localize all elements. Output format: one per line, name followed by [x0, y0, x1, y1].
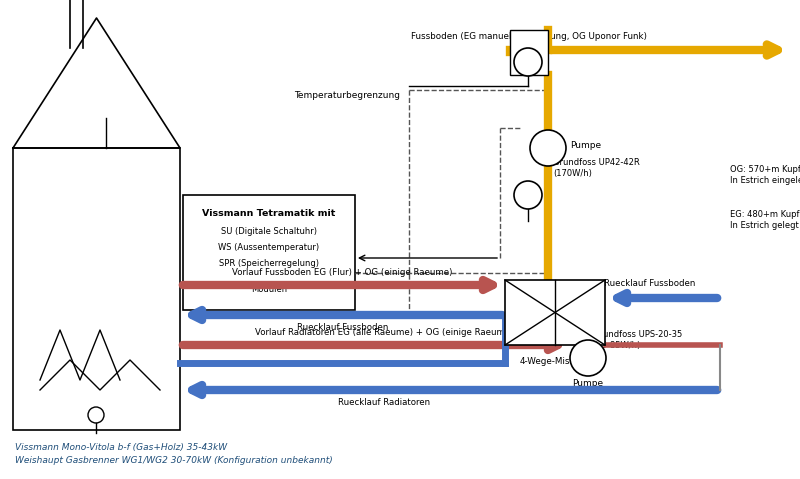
Text: Modulen: Modulen — [251, 285, 287, 294]
Text: Vorlauf Fussboden EG (Flur) + OG (einige Raeume): Vorlauf Fussboden EG (Flur) + OG (einige… — [232, 268, 453, 277]
Bar — [505, 280, 605, 345]
Text: Temperaturbegrenzung: Temperaturbegrenzung — [294, 91, 400, 100]
Circle shape — [514, 48, 542, 76]
Text: Pumpe: Pumpe — [570, 140, 601, 149]
Text: 4-Wege-Mischer: 4-Wege-Mischer — [520, 357, 590, 366]
Bar — [183, 195, 355, 310]
Text: WS (Aussentemperatur): WS (Aussentemperatur) — [218, 243, 319, 252]
Text: Fussboden (EG manuelle Verteilung, OG Uponor Funk): Fussboden (EG manuelle Verteilung, OG Up… — [411, 32, 647, 41]
Text: Ruecklauf Radiatoren: Ruecklauf Radiatoren — [338, 398, 430, 407]
Text: Ruecklauf Fussboden: Ruecklauf Fussboden — [604, 279, 696, 288]
Text: Pumpe: Pumpe — [573, 379, 603, 388]
Bar — [13, 148, 180, 430]
Circle shape — [570, 340, 606, 376]
Text: Ruecklauf Fussboden: Ruecklauf Fussboden — [297, 323, 388, 332]
Circle shape — [530, 130, 566, 166]
Text: Grundfoss UPS-20-35
(35-85W/h): Grundfoss UPS-20-35 (35-85W/h) — [593, 330, 682, 350]
Circle shape — [514, 181, 542, 209]
Text: SU (Digitale Schaltuhr): SU (Digitale Schaltuhr) — [221, 227, 317, 236]
Text: Vorlauf Radiatoren EG (alle Raeume) + OG (einige Raeume): Vorlauf Radiatoren EG (alle Raeume) + OG… — [254, 328, 514, 337]
Text: Grundfoss UP42-42R
(170W/h): Grundfoss UP42-42R (170W/h) — [553, 158, 640, 178]
Text: OG: 570+m Kupferrohr
In Estrich eingelegt: OG: 570+m Kupferrohr In Estrich eingeleg… — [730, 165, 800, 185]
Bar — [510, 30, 548, 75]
Text: Vissmann Tetramatik mit: Vissmann Tetramatik mit — [202, 209, 336, 218]
Text: SPR (Speicherregelung): SPR (Speicherregelung) — [219, 259, 319, 268]
Text: Vissmann Mono-Vitola b-f (Gas+Holz) 35-43kW: Vissmann Mono-Vitola b-f (Gas+Holz) 35-4… — [15, 443, 227, 452]
Text: Weishaupt Gasbrenner WG1/WG2 30-70kW (Konfiguration unbekannt): Weishaupt Gasbrenner WG1/WG2 30-70kW (Ko… — [15, 456, 333, 465]
Text: EG: 480+m Kupferrohr
In Estrich gelegt: EG: 480+m Kupferrohr In Estrich gelegt — [730, 210, 800, 230]
